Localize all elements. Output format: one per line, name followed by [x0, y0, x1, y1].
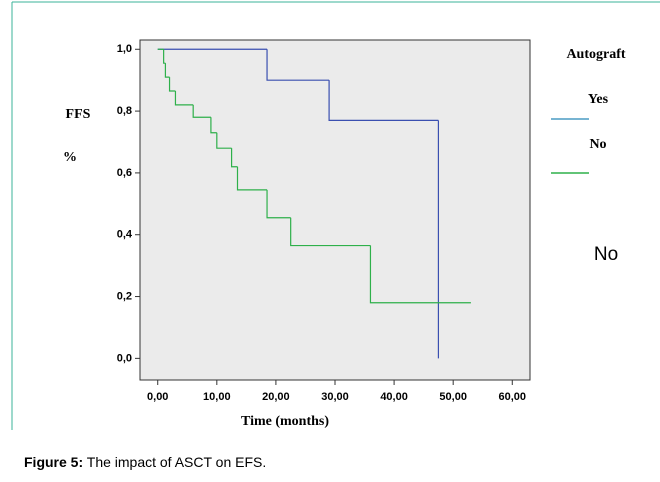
y-tick-label: 0,2 — [117, 290, 132, 302]
survival-step — [266, 189, 291, 219]
y-tick-label: 0,0 — [117, 352, 132, 364]
x-tick-label: 60,00 — [499, 391, 527, 403]
survival-step — [192, 104, 211, 118]
y-label: % — [63, 150, 77, 165]
legend-title: Autograft — [566, 47, 625, 62]
x-label: Time (months) — [241, 414, 329, 429]
plot-area — [139, 39, 531, 381]
survival-step — [290, 217, 371, 247]
legend-label: No — [589, 137, 606, 152]
x-tick-label: 10,00 — [203, 391, 231, 403]
survival-step — [230, 148, 238, 168]
survival-step — [174, 91, 194, 106]
x-tick-label: 20,00 — [262, 391, 290, 403]
survival-step — [164, 63, 170, 78]
caption-label: Figure 5: — [24, 454, 83, 470]
y-tick-label: 1,0 — [117, 43, 132, 55]
annotation: No — [594, 244, 618, 265]
survival-step — [163, 49, 166, 64]
x-tick-label: 40,00 — [380, 391, 408, 403]
survival-step — [369, 245, 471, 304]
survival-step — [216, 132, 232, 149]
survival-step — [236, 166, 268, 191]
y-tick-label: 0,8 — [117, 105, 132, 117]
survival-step — [210, 117, 217, 134]
legend-label: Yes — [588, 92, 609, 107]
x-tick-label: 30,00 — [321, 391, 349, 403]
caption: Figure 5: The impact of ASCT on EFS. — [24, 454, 266, 470]
x-tick-label: 50,00 — [439, 391, 467, 403]
y-tick-label: 0,6 — [117, 167, 132, 179]
survival-step — [328, 80, 439, 121]
survival-step — [168, 77, 176, 92]
caption-text: The impact of ASCT on EFS. — [83, 454, 266, 470]
survival-step — [266, 49, 330, 81]
y-tick-label: 0,4 — [117, 229, 133, 241]
x-tick-label: 0,00 — [147, 391, 168, 403]
y-label: FFS — [66, 107, 91, 122]
